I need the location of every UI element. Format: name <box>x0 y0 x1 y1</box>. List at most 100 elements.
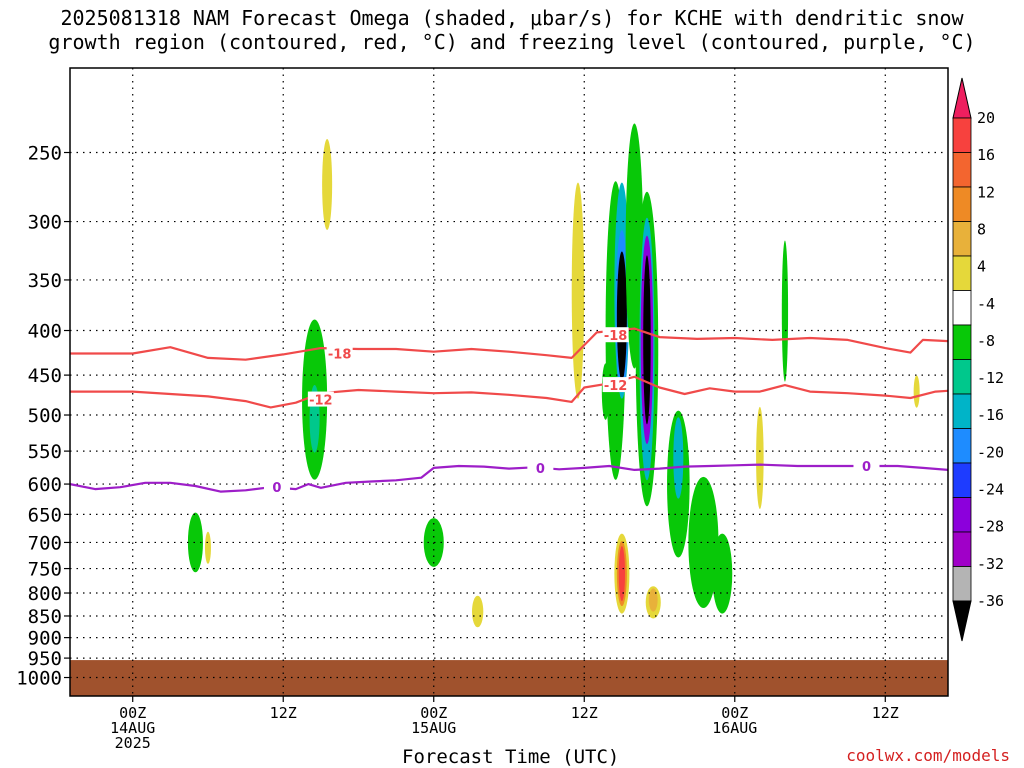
chart-title-line-2: growth region (contoured, red, °C) and f… <box>48 30 976 54</box>
colorbar-label: 20 <box>977 109 995 127</box>
colorbar-swatch <box>952 117 972 153</box>
y-tick-label: 250 <box>28 143 62 165</box>
colorbar-label: -32 <box>977 555 1004 573</box>
contour--18 <box>70 327 948 361</box>
omega-feature-22 <box>648 588 658 612</box>
contour-label--18: -18 <box>604 329 628 344</box>
colorbar-swatch <box>952 359 972 395</box>
x-tick-label: 14AUG <box>110 719 155 737</box>
ground-surface <box>70 660 948 696</box>
x-tick-label: 00Z <box>119 704 146 722</box>
colorbar-label: 4 <box>977 258 986 276</box>
colorbar-top-arrow <box>952 77 972 119</box>
contour-label-bg <box>602 327 629 343</box>
y-tick-label: 800 <box>28 583 62 605</box>
colorbar-swatch <box>952 462 972 498</box>
chart-title: 2025081318 NAM Forecast Omega (shaded, μ… <box>0 6 1024 54</box>
colorbar-swatch <box>952 255 972 291</box>
y-tick-label: 850 <box>28 606 62 628</box>
colorbar-swatch <box>952 497 972 533</box>
y-tick-label: 600 <box>28 474 62 496</box>
colorbar-swatch <box>952 393 972 429</box>
grid-layer <box>70 68 948 696</box>
omega-feature-17 <box>643 255 651 425</box>
colorbar-swatch <box>952 221 972 257</box>
colorbar-bottom-arrow <box>952 600 972 642</box>
colorbar: 20 16 12 8 4 -4 -8 -12 -16 -20 -24 -28 -32 -36 <box>952 77 1004 642</box>
colorbar-label: -28 <box>977 518 1004 536</box>
omega-feature-12 <box>616 251 627 381</box>
contour-label-bg <box>307 391 334 407</box>
colorbar-label: -36 <box>977 592 1004 610</box>
colorbar-swatch <box>952 531 972 567</box>
omega-feature-29 <box>913 375 920 408</box>
x-tick-label: 16AUG <box>712 719 757 737</box>
contour-label-0: 0 <box>536 462 545 477</box>
contour-label--12: -12 <box>604 379 628 394</box>
colorbar-swatch <box>952 324 972 360</box>
y-tick-label: 450 <box>28 365 62 387</box>
omega-feature-25 <box>688 476 719 609</box>
x-axis-label: Forecast Time (UTC) <box>402 746 620 768</box>
y-axis: 250 300 350 400 450 500 550 600 650 700 … <box>16 143 70 690</box>
y-tick-label: 1000 <box>16 668 62 690</box>
colorbar-swatch <box>952 290 972 326</box>
omega-feature-2 <box>204 531 211 564</box>
colorbar-swatch <box>952 428 972 464</box>
x-tick-label: 15AUG <box>411 719 456 737</box>
colorbar-label: -20 <box>977 443 1004 461</box>
contour-label-0: 0 <box>272 481 281 496</box>
x-tick-label: 2025 <box>115 734 151 752</box>
contour-0 <box>70 463 948 493</box>
x-tick-label: 00Z <box>420 704 447 722</box>
x-tick-label: 12Z <box>270 704 297 722</box>
omega-feature-6 <box>471 595 484 628</box>
y-tick-label: 550 <box>28 441 62 463</box>
y-tick-label: 500 <box>28 405 62 427</box>
contour-label-bg <box>326 345 353 361</box>
contour-label-bg <box>527 459 554 475</box>
contour-label-bg <box>602 377 629 393</box>
y-tick-label: 400 <box>28 321 62 343</box>
contour-label--12: -12 <box>309 394 333 409</box>
colorbar-label: -8 <box>977 332 995 350</box>
colorbar-label: -4 <box>977 295 995 313</box>
plot-frame <box>69 67 949 697</box>
omega-feature-27 <box>781 240 789 382</box>
y-tick-label: 700 <box>28 532 62 554</box>
colorbar-label: 8 <box>977 220 986 238</box>
omega-feature-20 <box>618 546 626 602</box>
chart-title-line-1: 2025081318 NAM Forecast Omega (shaded, μ… <box>60 6 964 30</box>
omega-feature-33 <box>1017 147 1024 230</box>
colorbar-swatch <box>952 186 972 222</box>
omega-feature-24 <box>673 417 684 499</box>
y-tick-label: 750 <box>28 559 62 581</box>
colorbar-swatch <box>952 566 972 602</box>
contour-label--18: -18 <box>328 347 352 362</box>
x-tick-label: 00Z <box>721 704 748 722</box>
x-tick-label: 12Z <box>872 704 899 722</box>
omega-feature-7 <box>571 182 585 399</box>
y-tick-label: 900 <box>28 628 62 650</box>
y-tick-label: 650 <box>28 504 62 526</box>
contour-label-bg <box>853 457 880 473</box>
omega-feature-1 <box>187 512 203 573</box>
colorbar-label: -16 <box>977 406 1004 424</box>
colorbar-label: -12 <box>977 369 1004 387</box>
colorbar-label: 16 <box>977 146 995 164</box>
y-tick-label: 350 <box>28 270 62 292</box>
y-tick-label: 300 <box>28 212 62 234</box>
y-tick-label: 950 <box>28 648 62 670</box>
omega-feature-5 <box>423 518 444 567</box>
colorbar-label: 12 <box>977 183 995 201</box>
colorbar-swatch <box>952 152 972 188</box>
omega-feature-26 <box>712 533 733 614</box>
contour--12 <box>70 375 948 409</box>
contour-label-bg <box>263 479 290 495</box>
omega-feature-0 <box>322 138 333 230</box>
omega-feature-28 <box>756 406 764 509</box>
omega-shading-layer <box>187 123 1024 628</box>
